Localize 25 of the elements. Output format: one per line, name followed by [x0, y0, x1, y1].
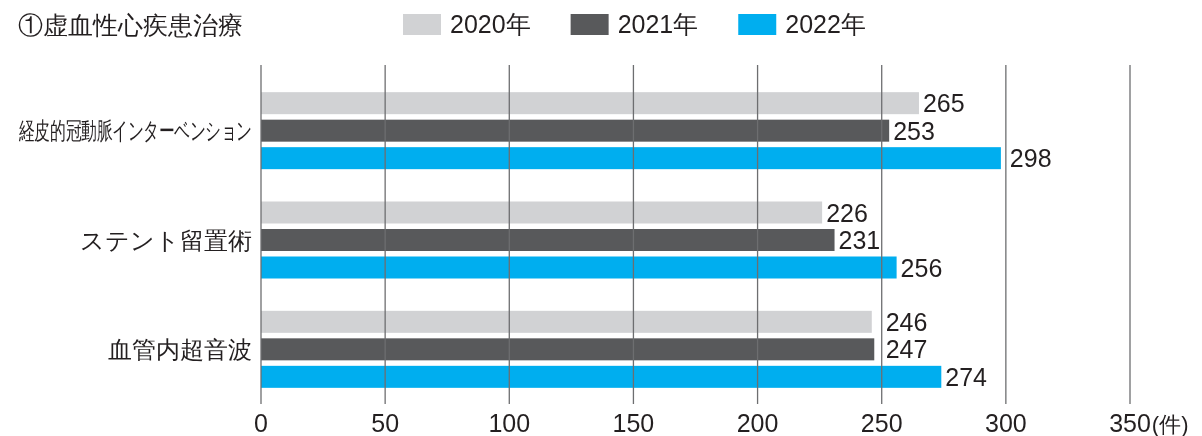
legend-label: 2022年 — [785, 10, 866, 38]
data-label: 231 — [838, 226, 881, 254]
axis-title: (件) — [1151, 412, 1189, 436]
tick-label: 50 — [371, 409, 400, 436]
legend-label: 2020年 — [450, 10, 531, 38]
data-label: 247 — [885, 335, 928, 364]
data-label: 265 — [922, 89, 965, 118]
data-label: 226 — [826, 198, 868, 227]
category-label: 経皮的冠動脈インターベンション — [18, 118, 252, 145]
tick-label: 150 — [612, 409, 655, 436]
tick-label: 250 — [860, 409, 903, 436]
tick-label: 200 — [736, 409, 779, 436]
tick-label: 0 — [254, 409, 268, 436]
tick-label: 100 — [488, 409, 531, 436]
data-label: 298 — [1009, 144, 1052, 173]
data-label: 246 — [885, 307, 928, 336]
tick-label: 300 — [985, 409, 1027, 436]
tick-label: 350 — [1109, 409, 1151, 436]
category-label: ステント留置術 — [80, 226, 252, 254]
data-label: 274 — [945, 362, 987, 391]
data-label: 253 — [893, 116, 935, 145]
category-label: 血管内超音波 — [108, 335, 252, 363]
legend-label: 2021年 — [617, 10, 699, 38]
title: ①虚血性心疾患治療 — [18, 12, 243, 39]
data-label: 256 — [900, 253, 943, 282]
